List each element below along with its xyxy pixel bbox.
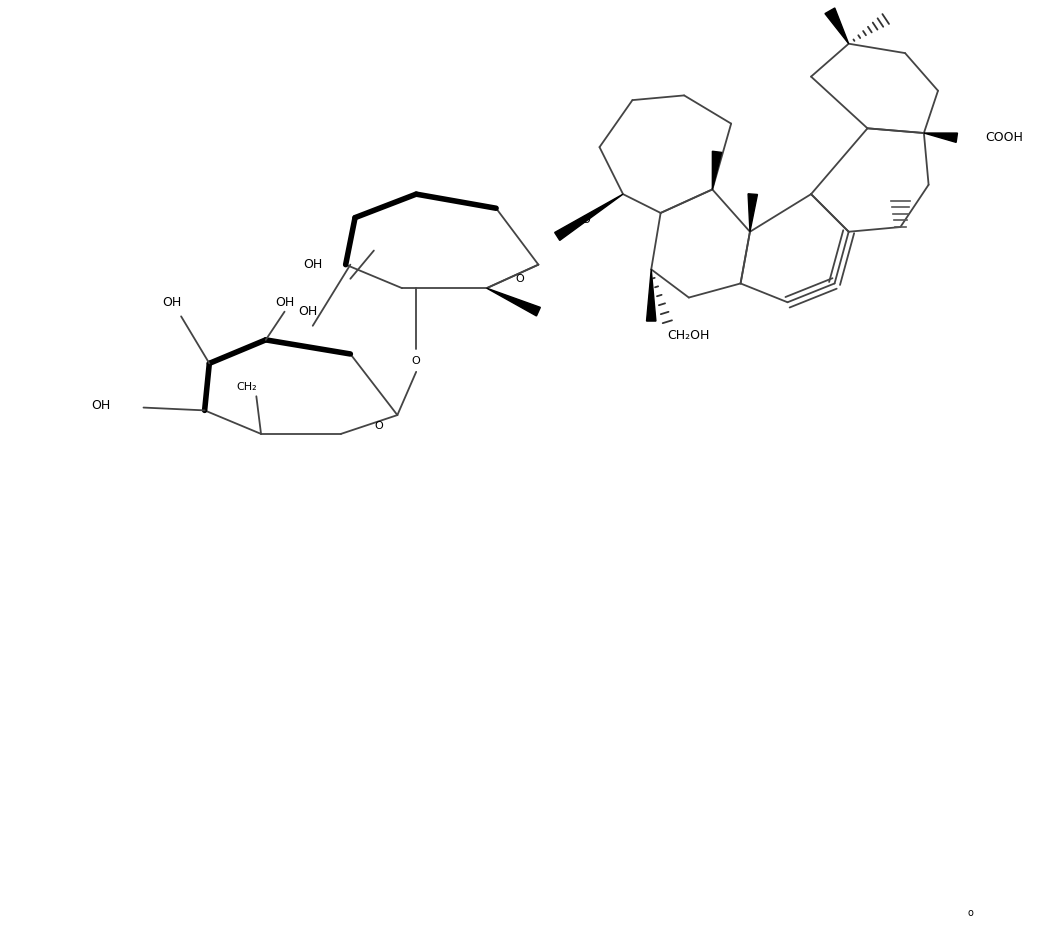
Text: o: o (968, 908, 973, 918)
Polygon shape (554, 194, 623, 240)
Text: COOH: COOH (985, 131, 1023, 144)
Polygon shape (748, 193, 758, 232)
Text: OH: OH (91, 399, 111, 412)
Text: OH: OH (298, 306, 317, 318)
Text: O: O (412, 356, 420, 366)
Text: O: O (581, 214, 589, 224)
Text: O: O (375, 422, 383, 431)
Text: CH₂OH: CH₂OH (668, 329, 710, 341)
Text: OH: OH (304, 258, 323, 272)
Polygon shape (487, 289, 541, 316)
Polygon shape (825, 8, 849, 43)
Text: CH₂: CH₂ (237, 382, 257, 392)
Text: OH: OH (275, 296, 294, 308)
Text: O: O (515, 273, 524, 284)
Polygon shape (924, 133, 957, 142)
Polygon shape (712, 151, 722, 190)
Polygon shape (646, 270, 656, 321)
Text: OH: OH (162, 296, 181, 308)
